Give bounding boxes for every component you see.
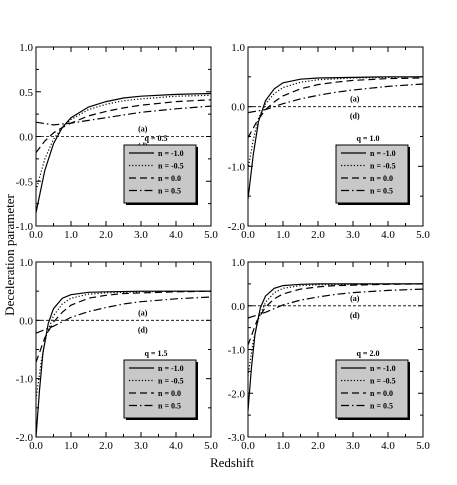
legend-entry: n = 0.5 bbox=[158, 187, 181, 196]
y-tick-label: -2.0 bbox=[228, 221, 246, 233]
series-line-dashdot bbox=[35, 296, 212, 334]
y-tick-label: 0.0 bbox=[19, 132, 33, 144]
y-tick-label: -1.0 bbox=[228, 161, 246, 173]
series-line-solid bbox=[247, 76, 423, 200]
series-line-dashed bbox=[247, 283, 424, 346]
x-tick-label: 5.0 bbox=[416, 440, 430, 452]
series-line-solid bbox=[35, 290, 211, 438]
y-tick-label: 1.0 bbox=[231, 257, 245, 269]
series-line-dotted bbox=[35, 290, 211, 400]
x-tick-label: 2.0 bbox=[311, 229, 325, 241]
legend-entry: n = 0.5 bbox=[370, 402, 393, 411]
legend: q = 2.0 n = -1.0 n = -0.5 n = 0.0 n = 0.5 bbox=[335, 349, 410, 420]
series-line-dashdot bbox=[247, 83, 424, 114]
legend-entry: n = 0.5 bbox=[158, 402, 181, 411]
y-tick-label: -2.0 bbox=[16, 432, 34, 444]
x-tick-label: 2.0 bbox=[311, 440, 325, 452]
legend-box bbox=[123, 359, 197, 419]
y-tick-label: -1.0 bbox=[228, 345, 246, 357]
panel-q20: 0.0 1.0 2.0 3.0 4.0 5.0 -3.0 -2.0 -1.0 0.0 1.0 (a) (… bbox=[228, 257, 431, 452]
x-tick-label: 4.0 bbox=[169, 440, 183, 452]
legend-box bbox=[335, 144, 409, 204]
x-tick-label: 0.0 bbox=[241, 440, 255, 452]
legend-entry: n = 0.0 bbox=[158, 389, 181, 398]
legend-entry: n = -1.0 bbox=[158, 149, 184, 158]
chart-panels: 0.0 1.0 2.0 3.0 4.0 5.0 -1.0 -0.5 0.0 0.5 1.0 (a) (d… bbox=[16, 42, 431, 452]
legend: q = 1.0 n = -1.0 n = -0.5 n = 0.0 n = 0.5 bbox=[335, 134, 410, 205]
legend-box bbox=[335, 359, 409, 419]
y-tick-label: 0.0 bbox=[231, 102, 245, 114]
legend-entry: n = -1.0 bbox=[370, 149, 396, 158]
series-line-dashdot bbox=[247, 288, 424, 319]
x-tick-label: 4.0 bbox=[381, 229, 395, 241]
legend-entry: n = 0.5 bbox=[370, 187, 393, 196]
annotation-a: (a) bbox=[350, 95, 360, 104]
x-tick-label: 2.0 bbox=[99, 440, 113, 452]
series-line-solid bbox=[35, 92, 212, 213]
panel-q10: 0.0 1.0 2.0 3.0 4.0 5.0 -2.0 -1.0 0.0 1.0 (a) (d) q … bbox=[228, 42, 431, 241]
y-axis-label: Deceleration parameter bbox=[2, 194, 17, 316]
legend-entry: n = 0.0 bbox=[158, 174, 181, 183]
y-tick-label: 1.0 bbox=[19, 257, 33, 269]
annotation-d: (d) bbox=[138, 325, 148, 334]
panel-label: q = 1.0 bbox=[356, 134, 379, 143]
x-tick-label: 5.0 bbox=[416, 229, 430, 241]
annotation-d: (d) bbox=[350, 112, 360, 121]
legend-entry: n = -0.5 bbox=[158, 162, 184, 171]
x-tick-label: 5.0 bbox=[204, 440, 218, 452]
series-line-dashed bbox=[35, 99, 212, 153]
x-tick-label: 3.0 bbox=[346, 229, 360, 241]
x-tick-label: 4.0 bbox=[381, 440, 395, 452]
series-line-solid bbox=[247, 283, 423, 411]
legend-entry: n = -0.5 bbox=[370, 377, 396, 386]
legend-entry: n = -1.0 bbox=[370, 364, 396, 373]
x-tick-label: 1.0 bbox=[276, 229, 290, 241]
x-tick-label: 5.0 bbox=[204, 229, 218, 241]
panel-q05: 0.01.02.03.04.05.0-1.0-0.50.00.51.0(a)(d… bbox=[16, 42, 219, 241]
panel-label: q = 1.5 bbox=[144, 349, 167, 358]
series-line-dashdot bbox=[35, 105, 212, 126]
x-tick-label: 1.0 bbox=[64, 440, 78, 452]
legend: q = 0.5 n = -1.0 n = -0.5 n = 0.0 n = 0.5 bbox=[123, 134, 198, 205]
y-tick-label: 0.0 bbox=[231, 301, 245, 313]
y-tick-label: 1.0 bbox=[231, 42, 245, 54]
y-tick-label: 1.0 bbox=[19, 42, 33, 54]
legend-entry: n = -1.0 bbox=[158, 364, 184, 373]
annotation-d: (d) bbox=[350, 311, 360, 320]
legend-entry: n = -0.5 bbox=[158, 377, 184, 386]
x-tick-label: 4.0 bbox=[169, 229, 183, 241]
annotation-a: (a) bbox=[138, 125, 148, 134]
y-tick-label: -0.5 bbox=[16, 176, 34, 188]
x-tick-label: 1.0 bbox=[276, 440, 290, 452]
annotation-a: (a) bbox=[350, 294, 360, 303]
legend-entry: n = 0.0 bbox=[370, 389, 393, 398]
y-tick-label: 0.0 bbox=[19, 315, 33, 327]
x-tick-label: 2.0 bbox=[99, 229, 113, 241]
x-tick-label: 1.0 bbox=[64, 229, 78, 241]
panel-label: q = 0.5 bbox=[144, 134, 167, 143]
x-tick-label: 0.0 bbox=[241, 229, 255, 241]
annotation-a: (a) bbox=[138, 308, 148, 317]
x-tick-label: 3.0 bbox=[134, 229, 148, 241]
y-tick-label: -1.0 bbox=[16, 221, 34, 233]
y-tick-label: -1.0 bbox=[16, 374, 34, 386]
legend-entry: n = 0.0 bbox=[370, 174, 393, 183]
x-tick-label: 3.0 bbox=[346, 440, 360, 452]
x-tick-label: 3.0 bbox=[134, 440, 148, 452]
x-axis-label: Redshift bbox=[210, 455, 254, 470]
panel-label: q = 2.0 bbox=[356, 349, 379, 358]
x-tick-label: 0.0 bbox=[29, 440, 43, 452]
series-line-dashed bbox=[247, 77, 424, 138]
y-tick-label: -2.0 bbox=[228, 388, 246, 400]
y-tick-label: 0.5 bbox=[19, 87, 33, 99]
legend-entry: n = -0.5 bbox=[370, 162, 396, 171]
series-line-dashed bbox=[35, 290, 212, 363]
x-tick-label: 0.0 bbox=[29, 229, 43, 241]
legend: q = 1.5 n = -1.0 n = -0.5 n = 0.0 n = 0.5 bbox=[123, 349, 198, 420]
legend-box bbox=[123, 144, 197, 204]
y-tick-label: -3.0 bbox=[228, 432, 246, 444]
panel-q15: 0.0 1.0 2.0 3.0 4.0 5.0 -2.0 -1.0 0.0 1.0 (a) (d) q … bbox=[16, 257, 219, 452]
